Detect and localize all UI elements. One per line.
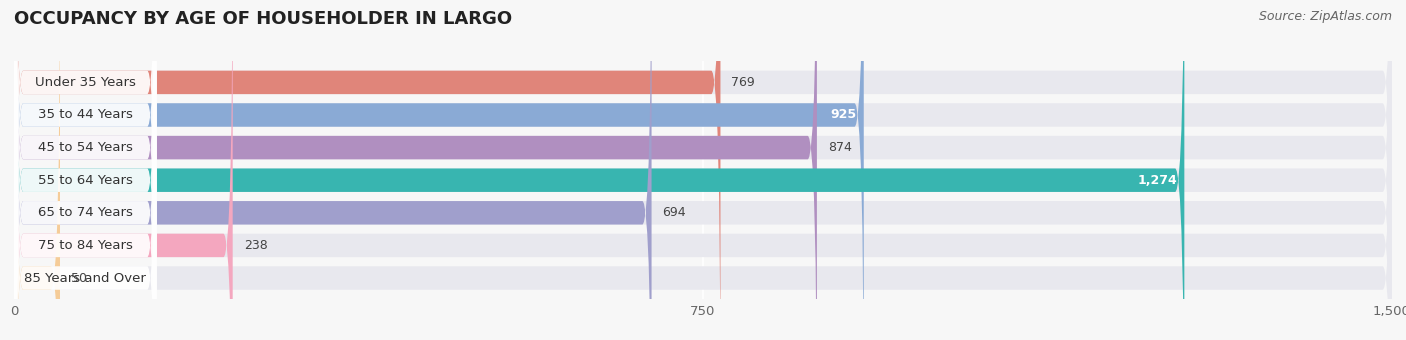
Text: 85 Years and Over: 85 Years and Over bbox=[24, 272, 146, 285]
Text: 65 to 74 Years: 65 to 74 Years bbox=[38, 206, 132, 219]
FancyBboxPatch shape bbox=[14, 0, 651, 340]
Text: 694: 694 bbox=[662, 206, 686, 219]
FancyBboxPatch shape bbox=[14, 0, 156, 340]
FancyBboxPatch shape bbox=[14, 0, 156, 340]
Text: 238: 238 bbox=[243, 239, 267, 252]
FancyBboxPatch shape bbox=[14, 0, 1392, 340]
FancyBboxPatch shape bbox=[14, 0, 1392, 340]
Text: OCCUPANCY BY AGE OF HOUSEHOLDER IN LARGO: OCCUPANCY BY AGE OF HOUSEHOLDER IN LARGO bbox=[14, 10, 512, 28]
FancyBboxPatch shape bbox=[14, 0, 156, 340]
FancyBboxPatch shape bbox=[14, 0, 1392, 340]
FancyBboxPatch shape bbox=[14, 0, 817, 340]
Text: 45 to 54 Years: 45 to 54 Years bbox=[38, 141, 132, 154]
Text: 1,274: 1,274 bbox=[1137, 174, 1177, 187]
FancyBboxPatch shape bbox=[14, 0, 1184, 340]
FancyBboxPatch shape bbox=[14, 0, 1392, 340]
FancyBboxPatch shape bbox=[14, 0, 1392, 340]
Text: 769: 769 bbox=[731, 76, 755, 89]
FancyBboxPatch shape bbox=[14, 0, 1392, 340]
FancyBboxPatch shape bbox=[14, 0, 720, 340]
Text: 874: 874 bbox=[828, 141, 852, 154]
Text: 925: 925 bbox=[831, 108, 856, 121]
FancyBboxPatch shape bbox=[14, 0, 156, 340]
FancyBboxPatch shape bbox=[14, 0, 60, 340]
Text: 55 to 64 Years: 55 to 64 Years bbox=[38, 174, 132, 187]
Text: Under 35 Years: Under 35 Years bbox=[35, 76, 136, 89]
FancyBboxPatch shape bbox=[14, 0, 1392, 340]
FancyBboxPatch shape bbox=[14, 0, 156, 340]
Text: 75 to 84 Years: 75 to 84 Years bbox=[38, 239, 132, 252]
Text: 35 to 44 Years: 35 to 44 Years bbox=[38, 108, 132, 121]
FancyBboxPatch shape bbox=[14, 0, 156, 340]
FancyBboxPatch shape bbox=[14, 0, 232, 340]
FancyBboxPatch shape bbox=[14, 0, 156, 340]
FancyBboxPatch shape bbox=[14, 0, 863, 340]
Text: Source: ZipAtlas.com: Source: ZipAtlas.com bbox=[1258, 10, 1392, 23]
Text: 50: 50 bbox=[72, 272, 87, 285]
